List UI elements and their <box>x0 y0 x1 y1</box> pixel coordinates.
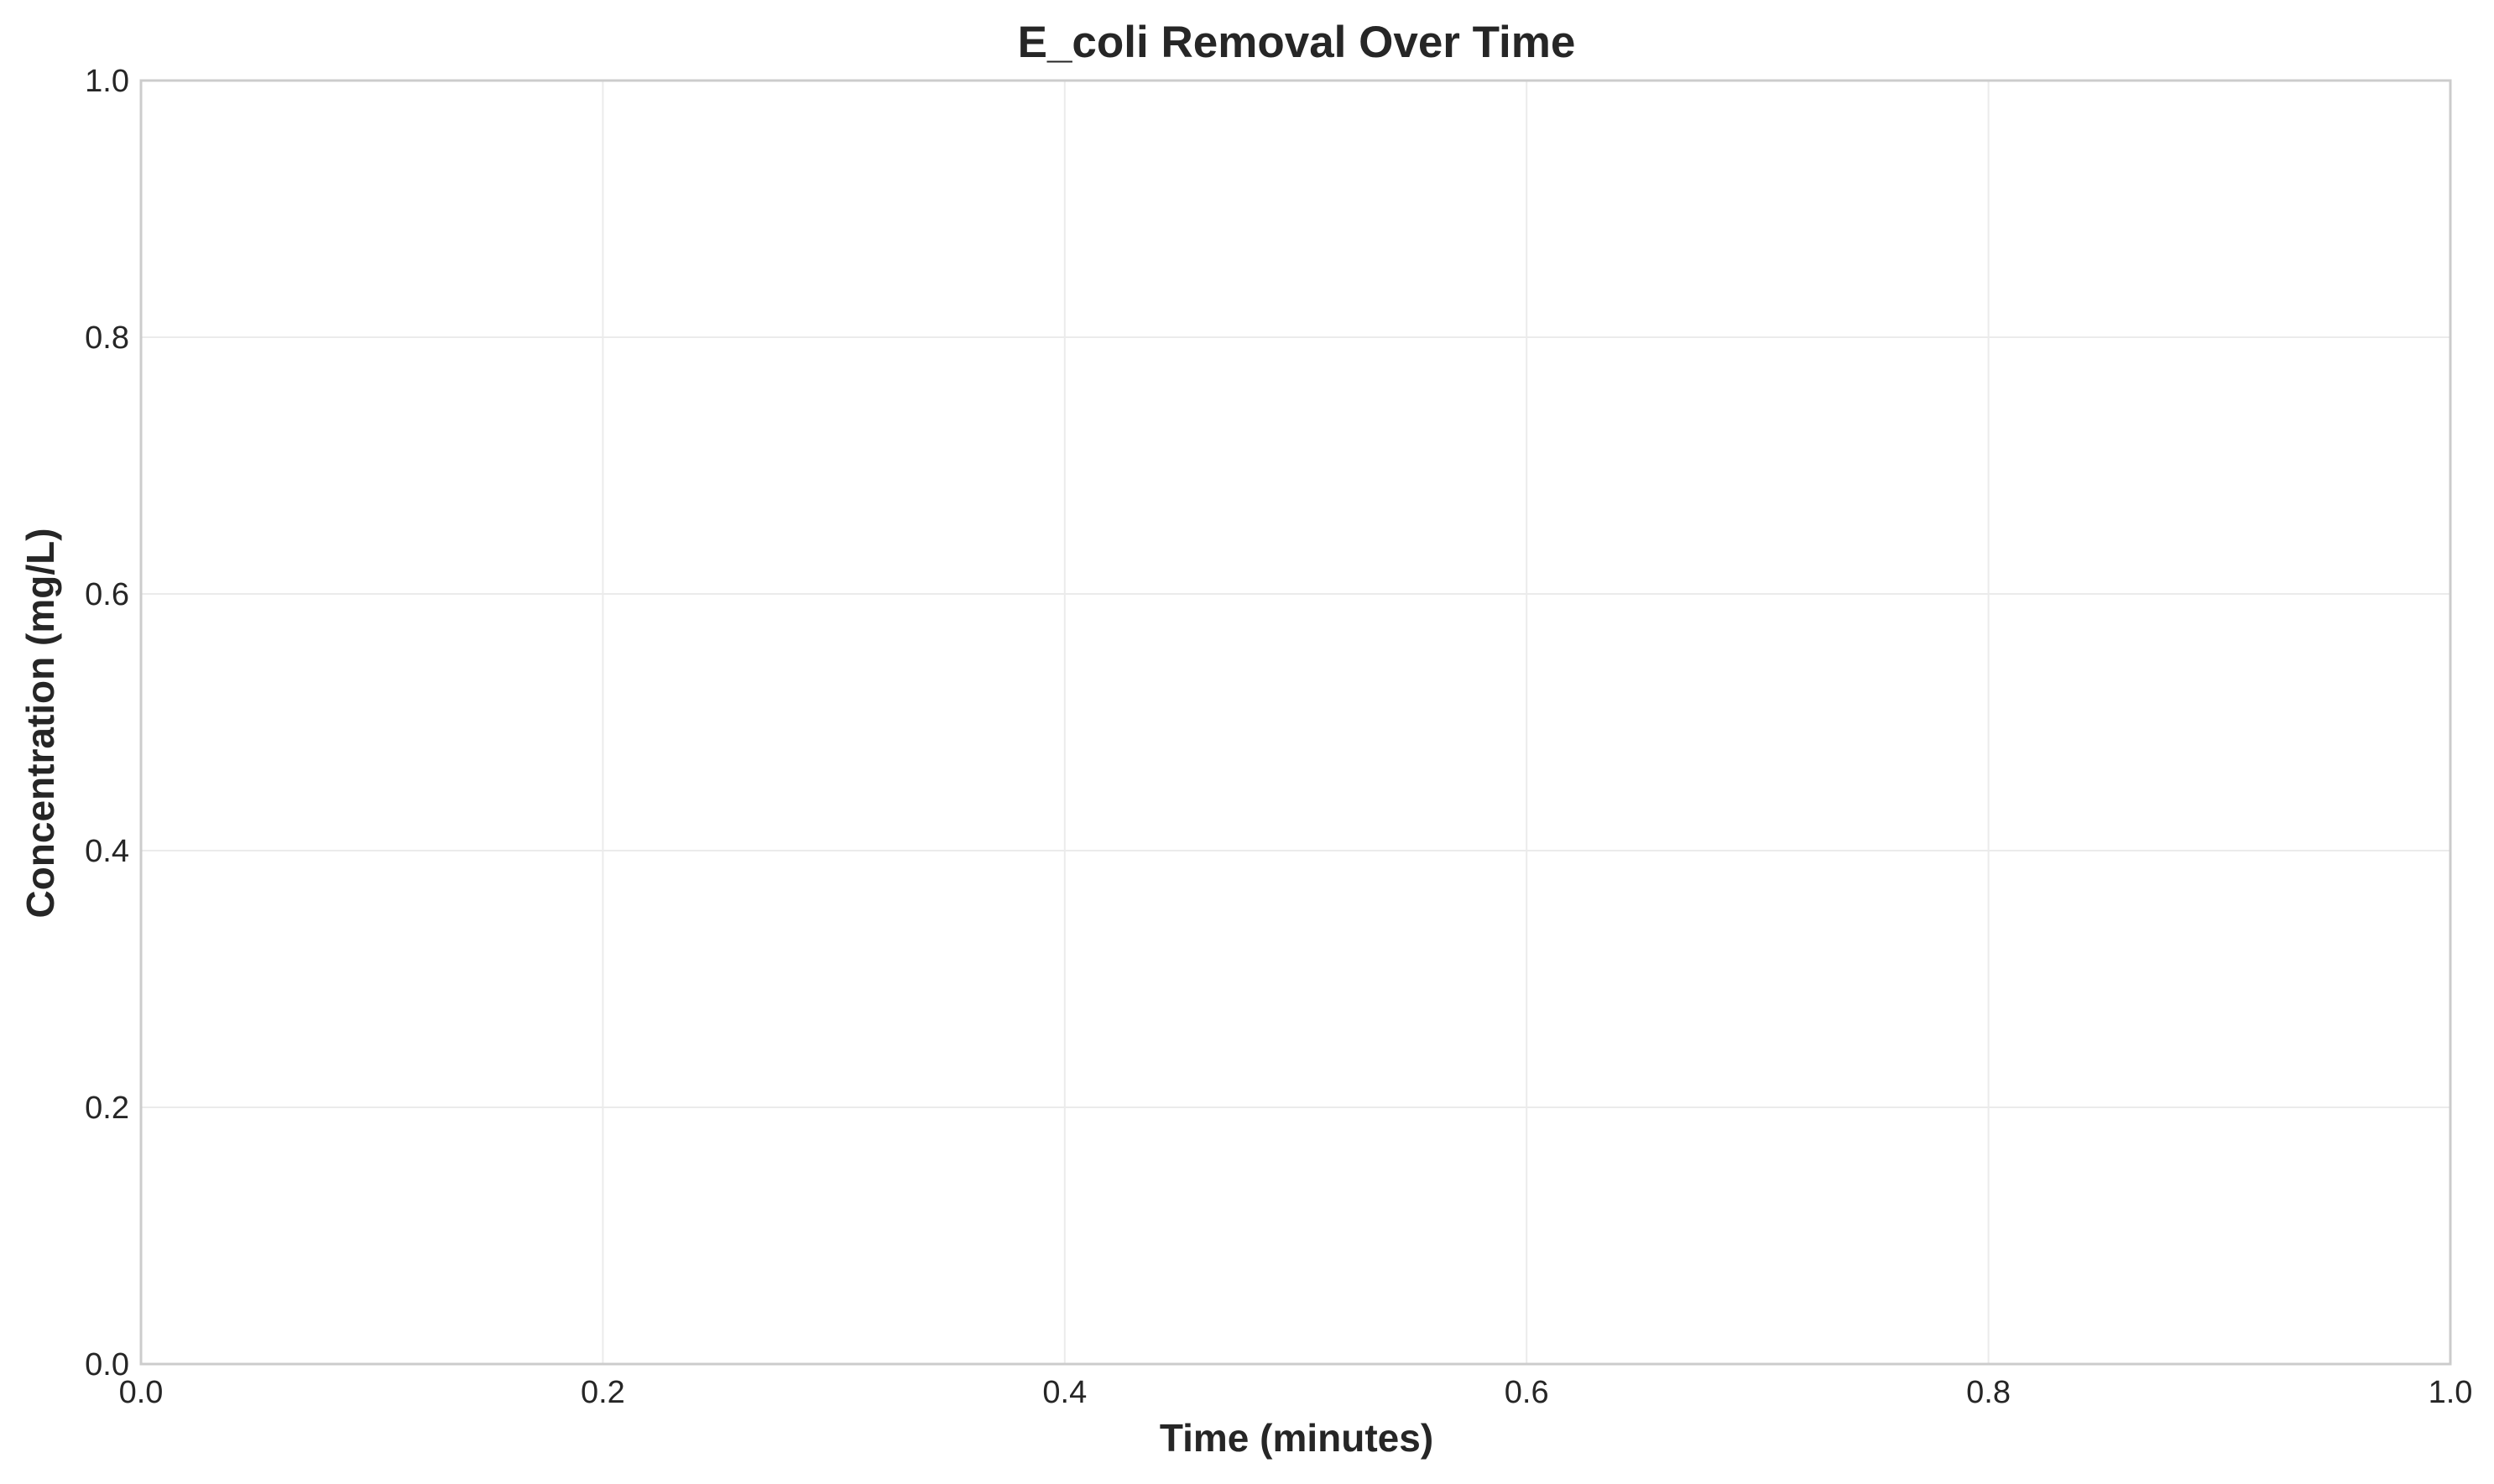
x-tick-label: 0.8 <box>1966 1375 2011 1410</box>
x-tick-label: 0.0 <box>119 1375 164 1410</box>
x-tick-label: 0.4 <box>1042 1375 1087 1410</box>
y-axis-label: Concentration (mg/L) <box>18 528 62 918</box>
chart-title: E_coli Removal Over Time <box>1018 18 1576 67</box>
y-tick-label: 0.6 <box>85 577 129 612</box>
y-tick-label: 0.4 <box>85 834 129 869</box>
y-tick-label: 0.8 <box>85 320 129 356</box>
y-tick-label: 0.0 <box>85 1347 129 1382</box>
plot-frame <box>139 79 2452 1366</box>
y-tick-label: 0.2 <box>85 1091 129 1126</box>
x-axis-label: Time (minutes) <box>1160 1416 1433 1460</box>
x-tick-label: 0.6 <box>1505 1375 1549 1410</box>
x-tick-label: 0.2 <box>581 1375 625 1410</box>
x-tick-label: 1.0 <box>2429 1375 2473 1410</box>
x-tick-labels: 0.0 0.2 0.4 0.6 0.8 1.0 <box>119 1375 2473 1410</box>
y-tick-labels: 0.0 0.2 0.4 0.6 0.8 1.0 <box>85 64 129 1382</box>
y-tick-label: 1.0 <box>85 64 129 99</box>
